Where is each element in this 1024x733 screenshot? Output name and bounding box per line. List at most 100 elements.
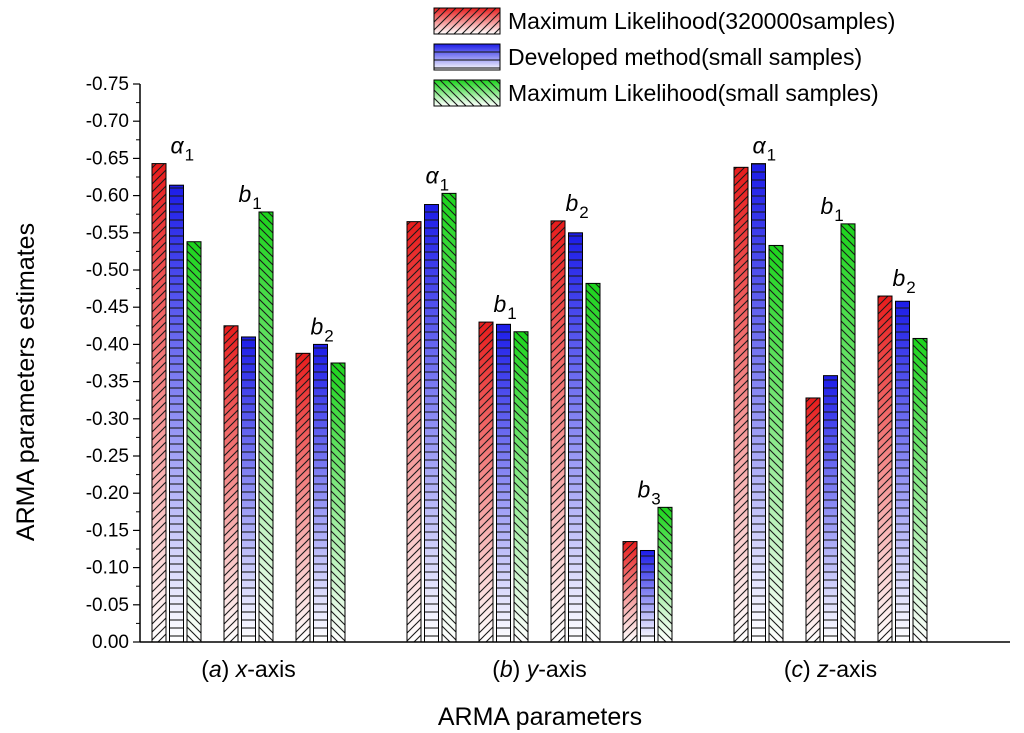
y-tick-label: 0.00: [92, 632, 129, 653]
bar: [912, 337, 928, 643]
bar-hatch: [768, 244, 784, 643]
y-tick-label: -0.75: [86, 74, 129, 95]
legend-item: Developed method(small samples): [433, 43, 862, 71]
y-tick-label: -0.25: [86, 446, 129, 467]
bar: [330, 362, 346, 643]
x-axis-title: ARMA parameters: [438, 703, 642, 731]
y-tick-label: -0.45: [86, 297, 129, 318]
bar-hatch: [241, 336, 256, 643]
bar-hatch: [550, 220, 566, 643]
axes: 0.00 -0.05 -0.10 -0.15 -0.20 -0.25 -0.30 -0.35 -…: [86, 74, 1010, 682]
y-tick-label: -0.35: [86, 372, 129, 393]
bar-hatch: [912, 337, 928, 643]
bar: [657, 506, 673, 643]
bar-hatch: [823, 375, 838, 643]
group-label: (b) y-axis: [492, 656, 587, 682]
bar: [751, 163, 766, 643]
bar: [406, 221, 422, 643]
bar: [241, 336, 256, 643]
bar: [640, 549, 655, 643]
bar-hatch: [640, 549, 655, 643]
parameter-label: b2: [566, 190, 589, 222]
bar-hatch: [657, 506, 673, 643]
bar: [823, 375, 838, 643]
bar: [186, 241, 202, 643]
parameter-label: α1: [171, 133, 195, 165]
bar: [840, 223, 856, 643]
bar-hatch: [751, 163, 766, 643]
y-tick-label: -0.05: [86, 595, 129, 616]
legend-item: Maximum Likelihood(small samples): [433, 79, 879, 107]
bar: [768, 244, 784, 643]
bar-hatch: [441, 192, 457, 643]
bar-hatch: [424, 204, 439, 643]
bar-hatch: [151, 163, 167, 643]
bar-hatch: [840, 223, 856, 643]
bar: [733, 166, 749, 643]
y-tick-label: -0.60: [86, 186, 129, 207]
group-label: (a) x-axis: [201, 656, 296, 682]
bar: [622, 541, 638, 643]
parameter-label: b2: [311, 313, 334, 345]
legend: Maximum Likelihood(320000samples) Develop…: [433, 7, 895, 107]
bar-hatch: [513, 331, 529, 643]
bar-hatch: [895, 300, 910, 643]
bar-hatch: [496, 323, 511, 643]
bars: [151, 163, 928, 643]
y-tick-label: -0.70: [86, 111, 129, 132]
bar-hatch: [223, 325, 239, 643]
parameter-label: b2: [893, 265, 916, 297]
bar: [478, 321, 494, 643]
bar: [513, 331, 529, 643]
group-label: (c) z-axis: [784, 656, 877, 682]
bar-hatch: [733, 166, 749, 643]
legend-swatch-hatch: [433, 79, 501, 107]
parameter-label: b1: [239, 181, 262, 213]
y-tick-label: -0.30: [86, 409, 129, 430]
bar: [424, 204, 439, 643]
bar: [223, 325, 239, 643]
bar: [585, 282, 601, 643]
bar: [568, 232, 583, 643]
parameter-label: α1: [426, 162, 450, 194]
bar-hatch: [622, 541, 638, 643]
legend-label: Maximum Likelihood(320000samples): [508, 8, 895, 34]
bar-hatch: [295, 352, 311, 643]
parameter-label: b1: [821, 193, 844, 225]
bar-hatch: [585, 282, 601, 643]
bar: [295, 352, 311, 643]
bar-hatch: [568, 232, 583, 643]
bar: [169, 184, 184, 643]
y-tick-label: -0.65: [86, 148, 129, 169]
bar: [895, 300, 910, 643]
bar-hatch: [186, 241, 202, 643]
bar: [258, 211, 274, 643]
bar: [877, 295, 893, 643]
legend-label: Maximum Likelihood(small samples): [508, 80, 879, 106]
y-tick-label: -0.15: [86, 520, 129, 541]
bar: [313, 343, 328, 643]
bar-hatch: [877, 295, 893, 643]
parameter-label: b1: [494, 291, 517, 323]
bar-hatch: [805, 397, 821, 643]
y-tick-label: -0.10: [86, 558, 129, 579]
bar-hatch: [313, 343, 328, 643]
parameter-annotations: α1 b1 b2 α1 b1 b2 b3 α1 b1 b2: [171, 133, 916, 509]
bar-hatch: [406, 221, 422, 643]
legend-swatch-hatch: [433, 7, 501, 35]
legend-swatch-hatch: [433, 43, 501, 71]
bar-hatch: [258, 211, 274, 643]
legend-item: Maximum Likelihood(320000samples): [433, 7, 895, 35]
y-tick-label: -0.20: [86, 483, 129, 504]
legend-label: Developed method(small samples): [508, 44, 862, 70]
y-axis-title: ARMA parameters estimates: [12, 223, 40, 541]
bar-hatch: [478, 321, 494, 643]
parameter-label: α1: [753, 133, 777, 165]
y-tick-label: -0.50: [86, 260, 129, 281]
bar: [151, 163, 167, 643]
bar: [441, 192, 457, 643]
bar-hatch: [330, 362, 346, 643]
bar-hatch: [169, 184, 184, 643]
bar: [805, 397, 821, 643]
